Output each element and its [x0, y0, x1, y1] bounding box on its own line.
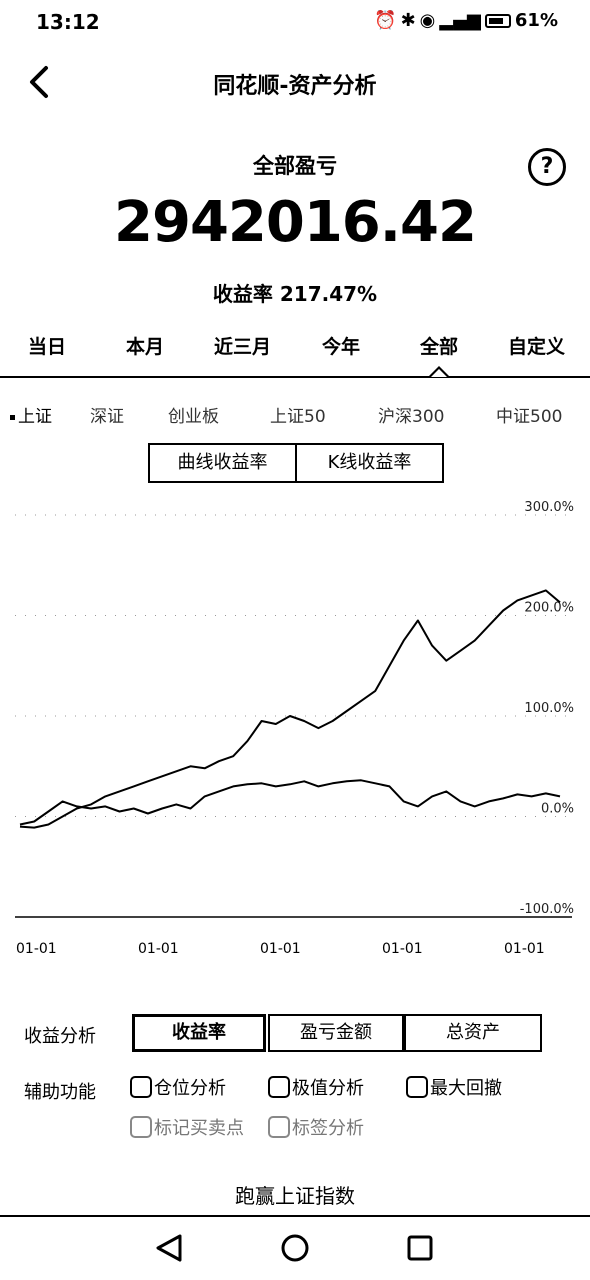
- tab-today[interactable]: 当日: [28, 336, 67, 358]
- y-tick-label: 200.0%: [524, 601, 574, 616]
- y-tick-label: 0.0%: [541, 802, 574, 817]
- index-shenzhen[interactable]: 深证: [90, 407, 124, 427]
- aux-label: 辅助功能: [24, 1082, 96, 1103]
- back-arrow-icon[interactable]: [22, 62, 62, 102]
- mark-trades-checkbox[interactable]: 标记买卖点: [130, 1114, 244, 1140]
- index-sse50[interactable]: 上证50: [270, 407, 326, 427]
- y-tick-label: 300.0%: [524, 500, 574, 515]
- analysis-row: 收益分析 收益率 盈亏金额 总资产: [24, 1014, 584, 1052]
- alarm-icon: ⏰: [374, 10, 397, 31]
- battery-icon: [484, 13, 511, 28]
- selected-dot-icon: [10, 414, 15, 420]
- aux-row: 辅助功能 仓位分析 极值分析 最大回撤: [24, 1074, 584, 1104]
- system-nav-bar: [156, 1234, 433, 1262]
- x-tick-label: 01-01: [504, 941, 545, 957]
- extreme-analysis-checkbox[interactable]: 极值分析: [268, 1074, 364, 1100]
- bottom-divider: [0, 1215, 590, 1217]
- max-drawdown-checkbox[interactable]: 最大回撤: [406, 1074, 502, 1100]
- index-csi300[interactable]: 沪深300: [378, 407, 445, 427]
- nav-bar: 同花顺-资产分析: [0, 52, 590, 112]
- tab-this-month[interactable]: 本月: [126, 336, 165, 358]
- return-chart: 300.0% 200.0% 100.0% 0.0% -100.0% 01-01 01-01 0…: [15, 500, 574, 957]
- help-icon[interactable]: ?: [528, 148, 566, 186]
- aux-row-2: 标记买卖点 标签分析: [24, 1114, 584, 1144]
- index-chinext[interactable]: 创业板: [168, 407, 219, 427]
- return-rate-button[interactable]: 收益率: [132, 1014, 266, 1052]
- x-tick-label: 01-01: [16, 941, 57, 957]
- x-tick-label: 01-01: [382, 941, 423, 957]
- chart-mode-toggle: 曲线收益率 K线收益率: [148, 443, 444, 483]
- signal-icon: ▂▄▆: [439, 10, 481, 31]
- y-tick-label: -100.0%: [520, 902, 574, 917]
- tab-custom[interactable]: 自定义: [508, 336, 566, 358]
- page-title: 同花顺-资产分析: [213, 74, 377, 99]
- kline-return-button[interactable]: K线收益率: [295, 445, 442, 481]
- y-tick-label: 100.0%: [524, 701, 574, 716]
- status-time: 13:12: [36, 10, 100, 34]
- tab-three-months[interactable]: 近三月: [214, 336, 272, 358]
- index-csi500[interactable]: 中证500: [496, 407, 563, 427]
- index-shanghai[interactable]: 上证: [10, 402, 52, 427]
- tab-this-year[interactable]: 今年: [322, 336, 361, 358]
- nav-home-icon[interactable]: [281, 1234, 309, 1262]
- position-analysis-checkbox[interactable]: 仓位分析: [130, 1074, 226, 1100]
- tab-divider: [0, 376, 590, 378]
- battery-level: 61%: [514, 10, 558, 31]
- beat-index-link[interactable]: 跑赢上证指数: [235, 1184, 355, 1208]
- x-tick-label: 01-01: [138, 941, 179, 957]
- summary-amount: 2942016.42: [114, 190, 477, 255]
- wifi-icon: ◉: [419, 10, 436, 31]
- nav-recents-icon[interactable]: [407, 1235, 433, 1261]
- portfolio-return-line: [19, 589, 561, 829]
- period-tabs: 当日 本月 近三月 今年 全部 自定义: [0, 332, 590, 376]
- summary-label: 全部盈亏: [253, 154, 337, 178]
- curve-return-button[interactable]: 曲线收益率: [177, 452, 268, 473]
- x-tick-label: 01-01: [260, 941, 301, 957]
- index-return-line: [19, 779, 561, 826]
- total-assets-button[interactable]: 总资产: [404, 1014, 542, 1052]
- status-icons: ⏰ ✱ ◉ ▂▄▆ 61%: [374, 10, 558, 31]
- profit-amount-button[interactable]: 盈亏金额: [268, 1014, 404, 1052]
- bluetooth-icon: ✱: [400, 10, 416, 31]
- tab-all[interactable]: 全部: [420, 336, 459, 358]
- nav-back-icon[interactable]: [156, 1234, 182, 1262]
- analysis-label: 收益分析: [24, 1026, 96, 1047]
- status-bar: 13:12 ⏰ ✱ ◉ ▂▄▆ 61%: [0, 0, 590, 44]
- tag-analysis-checkbox[interactable]: 标签分析: [268, 1114, 364, 1140]
- index-selector: 上证 深证 创业板 上证50 沪深300 中证500: [0, 402, 590, 430]
- summary-rate: 收益率 217.47%: [212, 282, 378, 306]
